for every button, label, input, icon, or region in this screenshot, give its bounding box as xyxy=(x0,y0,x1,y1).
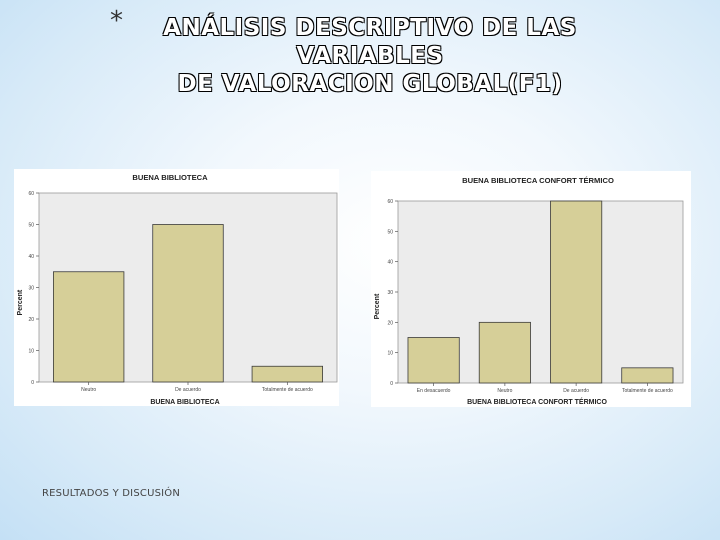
y-tick-label: 60 xyxy=(28,191,34,197)
y-axis-label: Percent xyxy=(17,289,24,315)
y-tick-label: 40 xyxy=(28,254,34,260)
chart-title: BUENA BIBLIOTECA CONFORT TÉRMICO xyxy=(462,176,614,185)
y-tick-label: 50 xyxy=(387,229,393,235)
slide-title-line-1: ANÁLISIS DESCRIPTIVO DE LAS VARIABLES xyxy=(163,15,577,69)
bar xyxy=(407,337,460,384)
y-tick-label: 50 xyxy=(28,223,34,229)
y-tick-label: 30 xyxy=(28,286,34,292)
y-tick-label: 0 xyxy=(31,380,34,386)
y-tick-label: 30 xyxy=(387,290,393,296)
bar xyxy=(251,365,323,383)
slide-title: ANÁLISIS DESCRIPTIVO DE LAS VARIABLES DE… xyxy=(110,14,630,98)
chart-confort-termico: BUENA BIBLIOTECA CONFORT TÉRMICO 0 10 20 30 4… xyxy=(371,171,691,407)
x-tick-label: Neutro xyxy=(497,388,512,394)
chart-svg: BUENA BIBLIOTECA 0 10 20 30 40 50 60 Percent Neut… xyxy=(14,169,339,406)
chart-buena-biblioteca: BUENA BIBLIOTECA 0 10 20 30 40 50 60 Percent Neut… xyxy=(14,169,339,406)
title-bullet: * xyxy=(110,6,123,36)
y-tick-label: 40 xyxy=(387,260,393,266)
footer-section-label: RESULTADOS Y DISCUSIÓN xyxy=(42,488,181,499)
y-tick-label: 60 xyxy=(387,199,393,205)
bar xyxy=(478,321,531,384)
x-tick-label: Totalmente de acuerdo xyxy=(622,388,673,394)
y-tick-label: 20 xyxy=(28,317,34,323)
x-axis-label: BUENA BIBLIOTECA CONFORT TÉRMICO xyxy=(467,397,607,406)
x-tick-label: Totalmente de acuerdo xyxy=(262,387,313,393)
chart-svg: BUENA BIBLIOTECA CONFORT TÉRMICO 0 10 20 30 4… xyxy=(371,171,691,407)
x-tick-label: De acuerdo xyxy=(175,387,201,393)
y-tick-label: 10 xyxy=(387,351,393,357)
bar xyxy=(621,367,674,384)
bar xyxy=(152,224,224,383)
x-tick-label: Neutro xyxy=(81,387,96,393)
y-tick-label: 10 xyxy=(28,349,34,355)
y-tick-label: 20 xyxy=(387,320,393,326)
x-tick-label: De acuerdo xyxy=(563,388,589,394)
chart-title: BUENA BIBLIOTECA xyxy=(132,173,208,182)
x-axis-label: BUENA BIBLIOTECA xyxy=(150,399,219,406)
x-tick-label: En desacuerdo xyxy=(417,388,451,394)
y-axis-label: Percent xyxy=(374,293,381,319)
slide-title-line-2: DE VALORACION GLOBAL(F1) xyxy=(177,71,563,97)
y-tick-label: 0 xyxy=(390,381,393,387)
bar xyxy=(550,200,603,384)
bar xyxy=(53,271,125,383)
